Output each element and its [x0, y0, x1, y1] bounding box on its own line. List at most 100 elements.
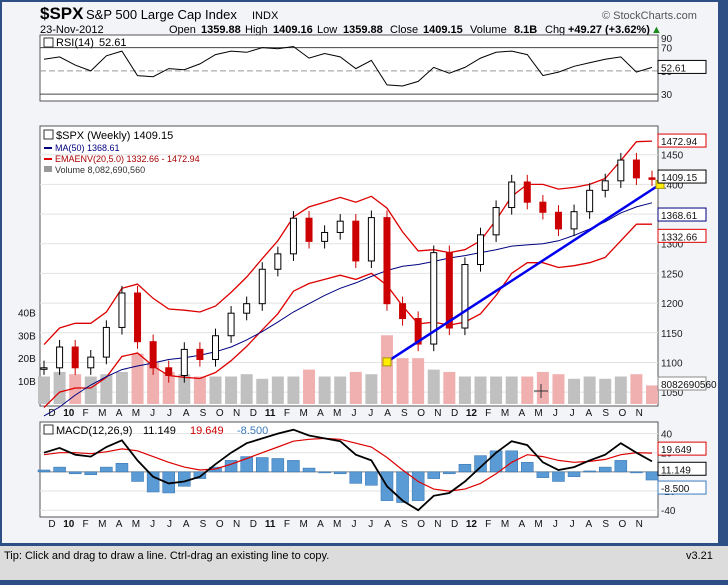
chg-value: +49.27 (+3.62%): [568, 24, 650, 36]
macd-histogram-bar: [630, 471, 643, 474]
x-tick-label: F: [485, 408, 491, 419]
x-tick-label: D: [451, 519, 458, 530]
volume-bar: [53, 371, 66, 404]
x-tick-label: O: [216, 519, 224, 530]
price-tick-label: 1100: [661, 358, 683, 369]
x-tick-label: A: [384, 519, 391, 530]
trendline[interactable]: [386, 183, 661, 363]
trendline-start-handle[interactable]: [382, 357, 392, 367]
symbol-name: S&P 500 Large Cap Index: [86, 7, 237, 22]
macd-histogram-bar: [115, 463, 129, 473]
macd-hist-tag-box: [657, 480, 707, 495]
price-tick-label: 1200: [661, 299, 684, 310]
x-tick-label: A: [116, 408, 123, 419]
macd-histogram-bar: [411, 471, 425, 501]
volume-tick-label: 20B: [18, 354, 36, 365]
macd-panel[interactable]: [39, 421, 659, 518]
exchange-text: INDX: [252, 10, 279, 22]
x-tick-label: F: [83, 408, 89, 419]
price-bar: [289, 217, 297, 255]
chg-up-arrow-icon: ▲: [651, 24, 662, 36]
volume-bar: [614, 376, 627, 404]
x-tick-label: M: [132, 408, 140, 419]
x-tick-label: A: [586, 408, 593, 419]
price-legend: $SPX (Weekly) 1409.15 MA(50) 1368.61 EMA…: [43, 129, 200, 175]
rsi-legend-box: [43, 37, 54, 48]
volume-bar: [458, 376, 471, 404]
rsi-last-value-box: [657, 59, 707, 74]
macd-histogram-bar: [333, 471, 347, 475]
rsi-panel[interactable]: [39, 34, 659, 102]
x-tick-label: N: [233, 408, 240, 419]
price-bar: [492, 207, 500, 236]
macd-histogram-bar: [536, 471, 550, 478]
volume-bar: [131, 353, 144, 404]
volume-legend-label: Volume 8,082,690,560: [55, 165, 145, 175]
volume-bar: [599, 378, 612, 404]
price-bar: [477, 234, 485, 266]
macd-histogram-bar: [443, 471, 456, 475]
env-lower-tag: 1332.66: [661, 232, 698, 243]
signal-legend-value: 19.649: [190, 425, 224, 437]
rsi-tick-label: 90: [661, 34, 673, 45]
volume-bar: [552, 374, 565, 404]
ma-tag-box: [657, 207, 707, 222]
x-tick-label: 11: [265, 519, 276, 530]
x-tick-label: J: [553, 408, 558, 419]
volume-bar: [646, 385, 658, 404]
price-legend-box: [43, 129, 54, 140]
x-tick-label: M: [98, 519, 106, 530]
rsi-layer: 3050709052.61: [40, 34, 707, 101]
macd-histogram-bar: [427, 471, 440, 479]
low-value: 1359.88: [343, 24, 383, 36]
rsi-last-value: 52.61: [661, 63, 686, 74]
macd-value-tag-box: [657, 461, 707, 476]
x-tick-label: J: [167, 408, 172, 419]
volume-bar: [583, 376, 596, 404]
macd-histogram-bar: [505, 450, 518, 473]
env-upper-tag: 1472.94: [661, 137, 698, 148]
price-bar: [56, 346, 64, 369]
x-tick-label: A: [317, 519, 324, 530]
macd-histogram-bar: [287, 460, 300, 473]
price-bar: [554, 211, 562, 230]
rsi-line: [43, 45, 653, 87]
volume-bar: [38, 376, 50, 404]
price-bar: [196, 348, 204, 360]
open-value: 1359.88: [201, 24, 241, 36]
macd-hist-tag: -8.500: [661, 484, 690, 495]
x-tick-label: J: [553, 519, 558, 530]
ma-tag: 1368.61: [661, 211, 698, 222]
price-tick-label: 1300: [661, 240, 684, 251]
x-tick-label: S: [401, 519, 408, 530]
volume-legend-swatch: [44, 166, 52, 172]
price-bar: [461, 264, 469, 329]
volume-bar: [349, 371, 362, 404]
x-tick-label: D: [48, 519, 55, 530]
x-tick-label: N: [434, 519, 441, 530]
price-bar: [87, 356, 95, 369]
ma-legend-label: MA(50) 1368.61: [55, 143, 120, 153]
volume-bar: [474, 376, 487, 404]
macd-line: [43, 428, 653, 512]
macd-histogram-bar: [598, 466, 612, 473]
price-tick-label: 1150: [661, 329, 683, 340]
macd-signal-tag: 19.649: [661, 445, 692, 456]
price-bar: [321, 231, 329, 242]
x-tick-label: A: [183, 519, 190, 530]
high-label: High: [245, 24, 268, 36]
volume-bar: [287, 376, 300, 404]
price-bar: [632, 159, 640, 179]
macd-histogram-bar: [256, 457, 269, 473]
price-bar: [399, 303, 407, 320]
volume-tick-label: 10B: [18, 377, 36, 388]
price-bar: [570, 211, 578, 230]
volume-bar: [271, 376, 284, 404]
last-price-tag-box: [657, 169, 707, 184]
macd-histogram-bar: [567, 471, 581, 477]
macd-histogram-bar: [474, 455, 487, 473]
histogram-legend-value: -8.500: [237, 425, 268, 437]
macd-value-tag: 11.149: [661, 465, 691, 476]
rsi-legend: RSI(14) 52.61: [43, 37, 127, 49]
